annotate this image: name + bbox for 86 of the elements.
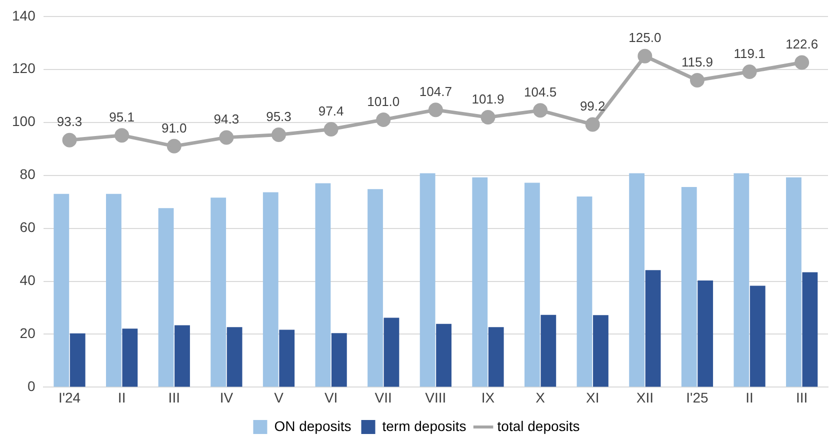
point <box>638 48 652 64</box>
data-label: 93.3 <box>56 114 82 130</box>
point <box>533 103 548 118</box>
data-label: 115.9 <box>681 54 714 70</box>
data-label: 99.2 <box>580 98 606 114</box>
point <box>376 112 391 127</box>
y-tick-label: 0 <box>28 378 36 394</box>
bar <box>750 286 766 387</box>
point <box>585 117 600 132</box>
bar <box>593 315 608 387</box>
data-label: 125.0 <box>628 30 662 46</box>
legend-label: ON deposits <box>274 418 352 434</box>
point <box>480 110 496 125</box>
x-tick-label: III <box>168 389 180 406</box>
y-tick-label: 80 <box>20 166 36 182</box>
bar <box>629 173 645 387</box>
bar <box>645 270 661 387</box>
x-tick-label: IV <box>220 389 234 406</box>
bar <box>262 192 278 387</box>
data-label: 104.7 <box>419 84 452 99</box>
x-tick-label: X <box>536 389 546 406</box>
x-tick-label: VII <box>374 389 392 406</box>
x-tick-label: II <box>118 389 126 406</box>
point <box>219 130 234 145</box>
bar <box>174 325 190 387</box>
x-tick-label: III <box>796 389 808 406</box>
data-label: 101.9 <box>472 91 504 106</box>
bar <box>524 182 540 387</box>
bar <box>786 177 802 387</box>
legend-label: total deposits <box>497 418 580 434</box>
bar <box>802 272 818 387</box>
x-tick-label: VIII <box>425 389 446 406</box>
bar <box>368 189 383 387</box>
x-tick-label: VI <box>324 389 338 406</box>
y-tick-label: 20 <box>20 325 36 342</box>
data-label: 119.1 <box>734 46 766 61</box>
bar <box>472 177 488 387</box>
bar <box>106 194 122 387</box>
bar <box>420 173 436 387</box>
data-label: 95.1 <box>109 109 134 124</box>
point <box>690 72 704 88</box>
bar <box>210 198 226 387</box>
point <box>794 55 810 70</box>
point <box>742 64 757 80</box>
bar <box>488 327 504 387</box>
bar <box>279 330 295 387</box>
data-label: 101.0 <box>367 94 400 109</box>
bar <box>681 186 697 387</box>
bar <box>226 327 242 387</box>
bar <box>436 324 452 387</box>
bar <box>315 183 331 387</box>
point <box>272 128 286 142</box>
bar <box>384 318 400 387</box>
bar <box>331 333 347 387</box>
legend-label: term deposits <box>382 418 466 434</box>
data-label: 97.4 <box>318 103 344 118</box>
bar <box>734 173 750 387</box>
x-tick-label: XII <box>636 389 654 406</box>
x-tick-label: II <box>746 389 754 406</box>
y-tick-label: 120 <box>12 60 36 76</box>
bar <box>698 280 714 387</box>
point <box>324 122 338 136</box>
point <box>428 102 443 118</box>
data-label: 91.0 <box>161 120 187 136</box>
x-tick-label: V <box>274 389 284 406</box>
bar <box>70 333 86 387</box>
bar <box>158 208 174 387</box>
point <box>114 128 130 143</box>
y-tick-label: 140 <box>12 7 36 24</box>
x-tick-label: IX <box>481 389 496 406</box>
data-label: 95.3 <box>266 108 292 124</box>
point <box>166 138 182 154</box>
y-tick-label: 40 <box>20 272 36 288</box>
y-tick-label: 100 <box>12 113 36 130</box>
x-tick-label: I'25 <box>686 389 709 406</box>
y-tick-label: 60 <box>20 219 36 236</box>
x-tick-label: XI <box>586 389 600 406</box>
bar <box>54 194 70 387</box>
bar <box>576 196 592 387</box>
bar <box>122 328 138 387</box>
data-label: 122.6 <box>786 36 818 52</box>
data-label: 94.3 <box>214 112 240 127</box>
x-tick-label: I'24 <box>58 389 81 406</box>
bar <box>540 314 556 387</box>
data-label: 104.5 <box>524 84 557 100</box>
point <box>62 132 77 148</box>
